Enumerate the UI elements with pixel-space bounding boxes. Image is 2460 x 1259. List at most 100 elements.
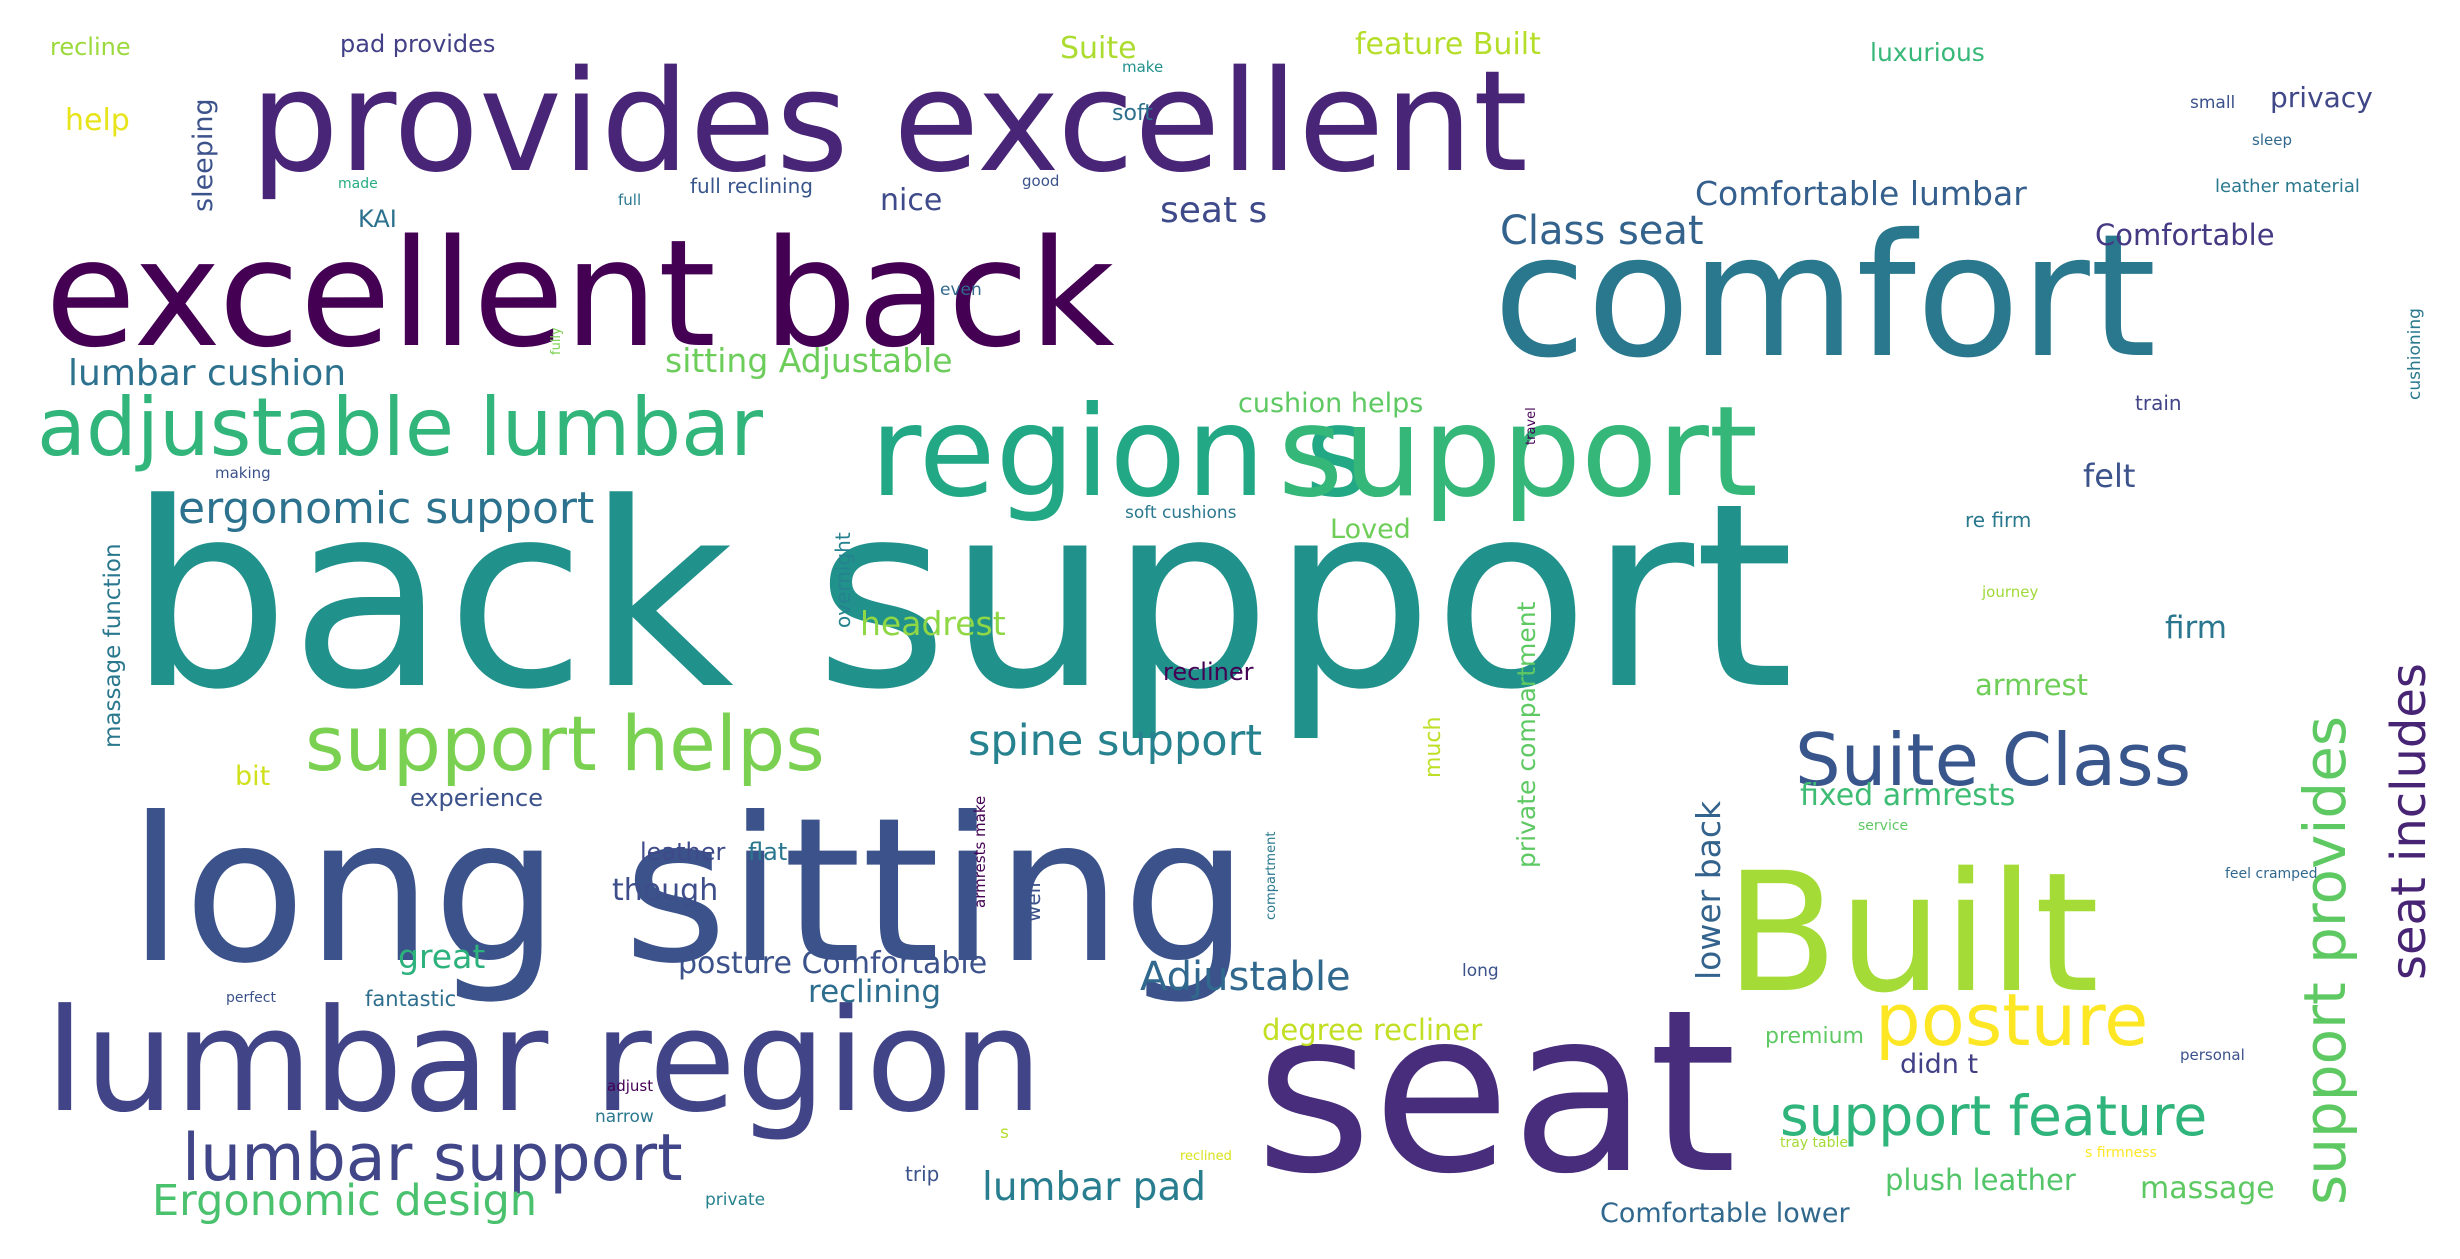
cloud-word: help — [65, 103, 130, 138]
cloud-word: Comfortable — [2095, 218, 2275, 252]
cloud-word: armrests make — [971, 796, 989, 908]
cloud-word: support helps — [305, 699, 825, 788]
cloud-word: though — [612, 873, 718, 908]
cloud-word: sleeping — [188, 98, 219, 212]
cloud-word: soft — [1112, 101, 1153, 126]
cloud-word: privacy — [2270, 81, 2373, 114]
cloud-word: sleep — [2252, 131, 2292, 149]
cloud-word: even — [940, 280, 982, 300]
cloud-word: fantastic — [365, 987, 456, 1011]
cloud-word: armrest — [1975, 668, 2088, 702]
cloud-word: Ergonomic design — [152, 1176, 537, 1226]
cloud-word: full — [618, 191, 641, 209]
cloud-word: massage — [2140, 1171, 2275, 1206]
cloud-word: firm — [2165, 610, 2227, 646]
cloud-word: Comfortable lower — [1600, 1198, 1850, 1229]
cloud-word: support — [1278, 380, 1758, 525]
cloud-word: KAI — [358, 205, 397, 233]
cloud-word: luxurious — [1870, 38, 1985, 67]
cloud-word: narrow — [595, 1107, 654, 1127]
cloud-word: sitting Adjustable — [665, 341, 953, 380]
cloud-word: recline — [50, 33, 131, 61]
cloud-word: adjustable lumbar — [37, 381, 763, 474]
cloud-word: ergonomic support — [178, 483, 594, 534]
cloud-word: experience — [410, 784, 543, 812]
cloud-word: feel cramped — [2225, 866, 2318, 882]
cloud-word: Loved — [1330, 514, 1411, 545]
cloud-word: full reclining — [690, 174, 813, 198]
cloud-word: long sitting — [128, 775, 1249, 1008]
cloud-word: headrest — [860, 604, 1006, 643]
cloud-word: provides excellent — [250, 41, 1528, 204]
cloud-word: overnight — [831, 532, 855, 628]
cloud-word: journey — [1981, 583, 2038, 601]
cloud-word: seat includes — [2381, 663, 2437, 980]
cloud-word: excellent back — [45, 208, 1115, 380]
cloud-word: great — [398, 937, 485, 976]
cloud-word: posture — [1875, 978, 2148, 1062]
cloud-word: Suite — [1060, 31, 1137, 66]
cloud-word: private compartment — [1512, 601, 1541, 868]
cloud-word: compartment — [1264, 832, 1279, 920]
cloud-word: leather material — [2215, 176, 2360, 197]
cloud-word: Comfortable lumbar — [1695, 174, 2027, 213]
cloud-word: comfort — [1493, 198, 2156, 396]
cloud-word: plush leather — [1885, 1163, 2076, 1197]
cloud-word: premium — [1765, 1024, 1864, 1049]
cloud-word: tray table — [1780, 1135, 1848, 1151]
cloud-word: lower back — [1689, 800, 1728, 980]
cloud-word: fully — [549, 327, 564, 355]
cloud-word: perfect — [226, 990, 276, 1006]
cloud-word: region s — [870, 380, 1370, 525]
cloud-word: seat s — [1160, 190, 1267, 231]
cloud-word: felt — [2083, 457, 2135, 495]
cloud-word: Suite Class — [1795, 718, 2191, 802]
cloud-word: lumbar cushion — [68, 353, 346, 394]
cloud-word: adjust — [607, 1077, 653, 1095]
cloud-word: seat — [1255, 962, 1737, 1224]
cloud-word: reclined — [1180, 1149, 1232, 1164]
cloud-word: flat — [748, 838, 787, 866]
cloud-word: lumbar pad — [982, 1165, 1206, 1210]
cloud-word: support feature — [1780, 1084, 2207, 1148]
cloud-word: spine support — [968, 716, 1262, 766]
cloud-word: degree recliner — [1262, 1013, 1482, 1047]
cloud-word: lumbar region — [45, 979, 1043, 1144]
cloud-word: re firm — [1965, 508, 2031, 532]
cloud-word: well — [1021, 882, 1045, 922]
cloud-word: leather — [640, 838, 726, 866]
cloud-word: recliner — [1163, 658, 1254, 686]
cloud-word: long — [1462, 961, 1499, 981]
cloud-word: support provides — [2291, 716, 2359, 1205]
cloud-word: pad provides — [340, 30, 495, 58]
cloud-word: Built — [1725, 837, 2099, 1029]
cloud-word: made — [338, 176, 378, 192]
cloud-word: s — [1000, 1123, 1009, 1143]
cloud-word: trip — [905, 1162, 939, 1186]
cloud-word: cushion helps — [1238, 388, 1423, 419]
cloud-word: cushioning — [2405, 308, 2425, 400]
cloud-word: nice — [880, 183, 942, 218]
cloud-word: massage function — [100, 543, 126, 748]
cloud-word: service — [1858, 818, 1908, 834]
cloud-word: small — [2190, 93, 2235, 113]
cloud-word: travel — [1524, 407, 1539, 445]
cloud-word: didn t — [1900, 1049, 1978, 1080]
cloud-word: lumbar support — [182, 1121, 683, 1196]
cloud-word: train — [2135, 391, 2182, 415]
cloud-word: s firmness — [2085, 1145, 2157, 1161]
cloud-word: good — [1022, 172, 1059, 190]
cloud-word: posture Comfortable — [678, 946, 987, 981]
cloud-word: Class seat — [1500, 208, 1704, 254]
cloud-word: fixed armrests — [1800, 778, 2015, 813]
cloud-word: personal — [2180, 1046, 2245, 1064]
cloud-word: bit — [235, 761, 270, 792]
cloud-word: back support — [128, 449, 1794, 746]
cloud-word: make — [1122, 58, 1163, 76]
cloud-word: reclining — [808, 974, 941, 1010]
cloud-word: making — [215, 464, 271, 482]
cloud-word: soft cushions — [1125, 503, 1237, 523]
cloud-word: feature Built — [1355, 27, 1541, 62]
cloud-word: Adjustable — [1140, 954, 1351, 1000]
